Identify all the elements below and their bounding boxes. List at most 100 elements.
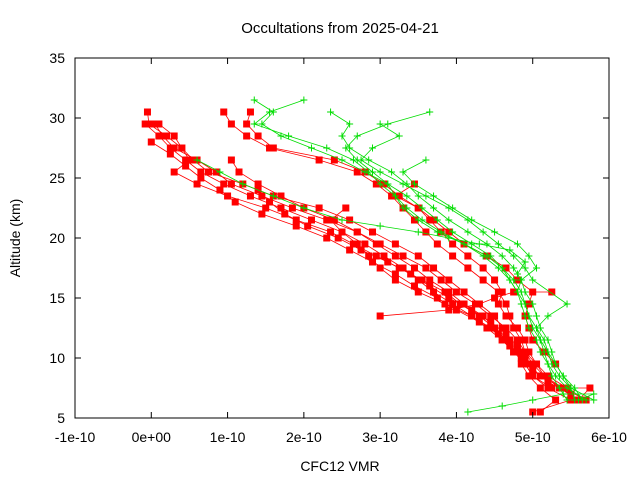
- data-point: [391, 252, 399, 260]
- x-tick-label: 3e-10: [362, 429, 398, 445]
- data-point: [166, 150, 174, 158]
- data-point: [323, 144, 331, 152]
- data-point: [449, 204, 457, 212]
- data-point: [506, 342, 514, 350]
- data-point: [414, 228, 422, 236]
- data-point: [544, 378, 552, 386]
- data-point: [491, 312, 499, 320]
- data-point: [220, 108, 228, 116]
- x-tick-label: -1e-10: [55, 429, 96, 445]
- data-point: [376, 240, 384, 248]
- data-point: [182, 156, 190, 164]
- data-point: [353, 228, 361, 236]
- chart-title: Occultations from 2025-04-21: [241, 20, 439, 37]
- series-13: [250, 96, 598, 404]
- data-point: [426, 108, 434, 116]
- data-point: [449, 240, 457, 248]
- data-point: [220, 180, 228, 188]
- data-point: [410, 216, 418, 224]
- data-point: [365, 252, 373, 260]
- data-point: [540, 372, 548, 380]
- data-point: [399, 252, 407, 260]
- data-point: [422, 156, 430, 164]
- data-point: [452, 306, 460, 314]
- data-point: [407, 270, 415, 278]
- x-axis-label: CFC12 VMR: [300, 458, 379, 474]
- data-point: [151, 120, 159, 128]
- data-point: [182, 162, 190, 170]
- data-point: [475, 300, 483, 308]
- data-point: [529, 360, 537, 368]
- data-point: [315, 204, 323, 212]
- data-point: [529, 336, 537, 344]
- series-line: [253, 99, 594, 401]
- data-point: [479, 264, 487, 272]
- data-point: [197, 174, 205, 182]
- data-point: [529, 288, 537, 296]
- data-point: [376, 168, 384, 176]
- data-point: [250, 120, 258, 128]
- data-point: [353, 168, 361, 176]
- data-point: [491, 228, 499, 236]
- y-axis-label: Altitude (km): [7, 199, 23, 278]
- data-point: [433, 294, 441, 302]
- data-point: [380, 180, 388, 188]
- data-point: [433, 216, 441, 224]
- data-point: [330, 156, 338, 164]
- data-point: [567, 384, 575, 392]
- x-tick-label: 0e+00: [132, 429, 172, 445]
- data-point: [475, 312, 483, 320]
- data-point: [178, 144, 186, 152]
- data-point: [445, 294, 453, 302]
- data-point: [262, 204, 270, 212]
- data-point: [212, 168, 220, 176]
- data-point: [460, 300, 468, 308]
- data-point: [464, 264, 472, 272]
- data-point: [330, 216, 338, 224]
- data-point: [552, 396, 560, 404]
- data-point: [410, 282, 418, 290]
- data-point: [277, 204, 285, 212]
- data-point: [498, 288, 506, 296]
- data-point: [544, 372, 552, 380]
- data-point: [357, 156, 365, 164]
- series-line: [254, 99, 587, 401]
- data-point: [269, 144, 277, 152]
- data-point: [372, 252, 380, 260]
- data-point: [433, 240, 441, 248]
- y-tick-label: 35: [49, 50, 65, 66]
- data-point: [346, 120, 354, 128]
- data-point: [346, 246, 354, 254]
- series-16: [357, 120, 579, 404]
- data-point: [445, 228, 453, 236]
- data-point: [246, 108, 254, 116]
- data-point: [445, 306, 453, 314]
- data-point: [414, 252, 422, 260]
- data-point: [498, 402, 506, 410]
- x-tick-label: 4e-10: [439, 429, 475, 445]
- data-point: [502, 336, 510, 344]
- data-point: [292, 222, 300, 230]
- data-point: [395, 192, 403, 200]
- data-point: [475, 318, 483, 326]
- data-point: [536, 336, 544, 344]
- data-point: [391, 240, 399, 248]
- data-point: [590, 396, 598, 404]
- data-point: [494, 300, 502, 308]
- data-point: [491, 324, 499, 332]
- data-point: [327, 108, 335, 116]
- data-point: [506, 246, 514, 254]
- data-point: [288, 204, 296, 212]
- series-2: [151, 120, 582, 404]
- data-point: [502, 312, 510, 320]
- data-point: [445, 276, 453, 284]
- data-point: [529, 372, 537, 380]
- data-point: [372, 240, 380, 248]
- series-layer: [141, 96, 598, 416]
- data-point: [426, 216, 434, 224]
- data-point: [563, 300, 571, 308]
- data-point: [227, 156, 235, 164]
- data-point: [418, 276, 426, 284]
- data-point: [498, 324, 506, 332]
- data-point: [388, 192, 396, 200]
